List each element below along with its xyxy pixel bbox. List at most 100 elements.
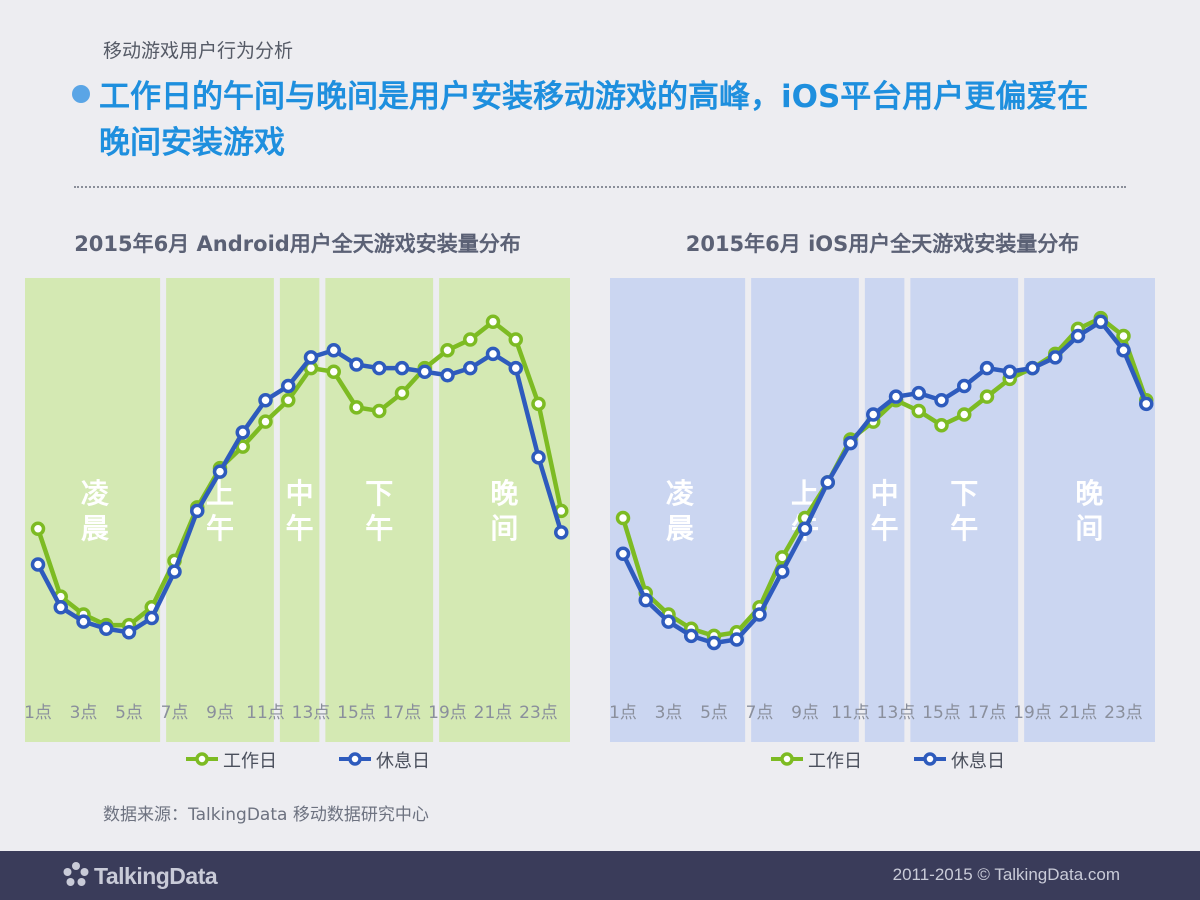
restday-data-point bbox=[144, 610, 159, 626]
restday-data-point bbox=[235, 425, 250, 440]
x-tick-label: 21点 bbox=[1059, 703, 1098, 723]
restday-data-point bbox=[326, 343, 341, 358]
period-label: 晚间 bbox=[490, 477, 518, 545]
workday-data-point bbox=[372, 403, 387, 419]
x-tick-label: 17点 bbox=[968, 703, 1007, 723]
period-band bbox=[751, 278, 859, 742]
x-tick-label: 21点 bbox=[474, 703, 513, 723]
ios-chart-title: 2015年6月 iOS用户全天游戏安装量分布 bbox=[685, 232, 1080, 256]
period-band bbox=[325, 278, 434, 742]
restday-data-point bbox=[485, 346, 501, 362]
restday-data-point bbox=[30, 557, 46, 572]
restday-data-point bbox=[1070, 328, 1086, 344]
workday-line-marker-icon bbox=[186, 752, 218, 766]
restday-data-point bbox=[463, 360, 478, 376]
restday-data-point bbox=[843, 435, 858, 451]
x-tick-label: 1点 bbox=[25, 703, 52, 723]
page-headline: 工作日的午间与晚间是用户安装移动游戏的高峰，iOS平台用户更偏爱在晚间安装游戏 bbox=[99, 79, 1089, 161]
workday-data-point bbox=[979, 389, 995, 404]
x-tick-label: 1点 bbox=[610, 703, 637, 723]
period-band bbox=[610, 278, 746, 742]
restday-data-point bbox=[349, 357, 364, 372]
restday-data-point bbox=[554, 525, 569, 540]
restday-line-marker-icon bbox=[914, 752, 946, 766]
x-tick-label: 15点 bbox=[337, 703, 376, 723]
workday-line-marker-icon bbox=[771, 752, 803, 766]
page-subtitle: 移动游戏用户行为分析 bbox=[103, 40, 294, 62]
restday-data-point bbox=[1139, 396, 1154, 412]
x-tick-label: 19点 bbox=[1013, 703, 1052, 723]
workday-data-point bbox=[440, 343, 455, 358]
x-tick-label: 19点 bbox=[428, 703, 467, 723]
x-tick-label: 3点 bbox=[655, 703, 683, 723]
restday-data-point bbox=[638, 592, 653, 608]
legend-label-workday: 工作日 bbox=[223, 751, 277, 772]
restday-data-point bbox=[508, 360, 523, 376]
workday-data-point bbox=[258, 414, 273, 429]
restday-data-point bbox=[888, 389, 904, 404]
period-band bbox=[1024, 278, 1155, 742]
restday-data-point bbox=[121, 625, 137, 640]
restday-data-point bbox=[797, 521, 813, 537]
workday-data-point bbox=[615, 510, 631, 526]
x-tick-label: 23点 bbox=[519, 703, 558, 723]
period-label: 晚间 bbox=[1075, 477, 1103, 545]
workday-data-point bbox=[30, 521, 46, 537]
x-tick-label: 23点 bbox=[1104, 703, 1143, 723]
restday-data-point bbox=[212, 464, 228, 479]
x-tick-label: 11点 bbox=[246, 703, 285, 723]
x-tick-label: 7点 bbox=[161, 703, 189, 723]
restday-data-point bbox=[729, 632, 744, 647]
restday-data-point bbox=[1002, 364, 1017, 379]
x-tick-label: 11点 bbox=[831, 703, 870, 723]
restday-data-point bbox=[394, 360, 410, 376]
restday-data-point bbox=[76, 614, 91, 629]
period-label: 下午 bbox=[365, 477, 393, 545]
period-band bbox=[439, 278, 570, 742]
workday-data-point bbox=[911, 403, 926, 419]
workday-data-point bbox=[349, 400, 364, 415]
copyright-text: 2011-2015 © TalkingData.com bbox=[892, 865, 1120, 884]
restday-data-point bbox=[979, 360, 995, 376]
workday-data-point bbox=[463, 332, 478, 347]
workday-data-point bbox=[531, 396, 546, 412]
x-tick-label: 5点 bbox=[115, 703, 143, 723]
period-band bbox=[279, 278, 320, 742]
period-label: 凌晨 bbox=[666, 477, 695, 545]
restday-data-point bbox=[820, 475, 835, 490]
workday-data-point bbox=[1116, 328, 1131, 344]
restday-data-point bbox=[53, 600, 68, 615]
x-tick-label: 13点 bbox=[877, 703, 916, 723]
restday-data-point bbox=[531, 450, 546, 465]
android-chart-title: 2015年6月 Android用户全天游戏安装量分布 bbox=[74, 232, 521, 256]
restday-data-point bbox=[706, 635, 722, 651]
restday-data-point bbox=[752, 607, 767, 622]
restday-data-point bbox=[911, 385, 926, 401]
workday-data-point bbox=[508, 332, 523, 347]
period-label: 中午 bbox=[871, 477, 899, 545]
restday-data-point bbox=[615, 546, 631, 562]
period-label: 下午 bbox=[950, 477, 978, 545]
workday-data-point bbox=[957, 407, 972, 422]
period-band bbox=[910, 278, 1019, 742]
legend-label-workday: 工作日 bbox=[808, 751, 862, 772]
legend-label-restday: 休息日 bbox=[376, 751, 430, 772]
x-tick-label: 7点 bbox=[746, 703, 774, 723]
period-label: 中午 bbox=[286, 477, 314, 545]
restday-data-point bbox=[684, 628, 699, 644]
x-tick-label: 9点 bbox=[791, 703, 819, 723]
bullet-dot bbox=[72, 85, 90, 103]
x-tick-label: 9点 bbox=[206, 703, 234, 723]
x-tick-label: 15点 bbox=[922, 703, 961, 723]
data-source-note: 数据来源：TalkingData 移动数据研究中心 bbox=[103, 805, 429, 825]
period-band bbox=[25, 278, 161, 742]
restday-data-point bbox=[1048, 350, 1063, 365]
restday-data-point bbox=[281, 378, 296, 394]
ios-install-chart: 凌晨上午中午下午晚间1点3点5点7点9点11点13点15点17点19点21点23… bbox=[610, 278, 1155, 742]
header-divider bbox=[74, 186, 1126, 188]
talkingdata-logo-icon bbox=[63, 862, 89, 886]
restday-data-point bbox=[417, 364, 432, 379]
x-tick-label: 3点 bbox=[70, 703, 98, 723]
x-tick-label: 5点 bbox=[700, 703, 728, 723]
workday-data-point bbox=[281, 393, 296, 408]
